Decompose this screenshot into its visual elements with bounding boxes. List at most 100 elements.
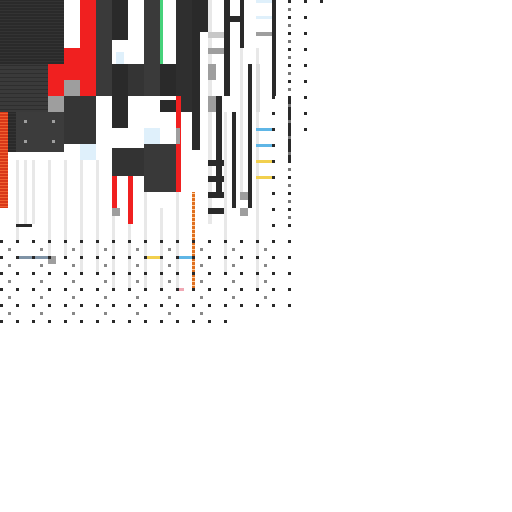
- orange-strip-line: [192, 233, 195, 234]
- grid-dot: [176, 272, 179, 275]
- grid-dot: [192, 304, 195, 307]
- grid-dot: [112, 288, 115, 291]
- dark-panel-line: [0, 49, 64, 50]
- accent-line: [256, 176, 272, 179]
- grid-dot: [272, 176, 275, 179]
- orange-strip-line: [192, 249, 195, 250]
- grid-dot: [48, 272, 51, 275]
- grid-dot: [288, 104, 291, 107]
- grid-dot: [72, 264, 75, 267]
- grid-dot: [304, 112, 307, 115]
- red-hatch-line: [0, 164, 8, 165]
- dark-panel-line: [0, 7, 64, 8]
- grid-dot: [80, 240, 83, 243]
- grid-dot: [72, 296, 75, 299]
- dark-panel-line: [0, 10, 64, 11]
- dark-panel-line: [0, 40, 64, 41]
- dark-panel: [160, 64, 176, 112]
- grid-dot: [80, 320, 83, 323]
- red-hatch-line: [0, 200, 8, 201]
- red-panel: [48, 64, 64, 96]
- grid-dot: [272, 80, 275, 83]
- grid-dot: [8, 264, 11, 267]
- orange-strip-line: [192, 229, 195, 230]
- red-hatch-line: [0, 194, 8, 195]
- dark-panel-line: [0, 55, 64, 56]
- grid-dot: [232, 248, 235, 251]
- dark-column: [224, 0, 230, 96]
- red-hatch-line: [0, 167, 8, 168]
- orange-strip-line: [192, 269, 195, 270]
- dark-panel-line: [0, 109, 48, 110]
- grid-dot: [40, 312, 43, 315]
- dark-panel: [176, 0, 192, 112]
- grid-dot: [128, 272, 131, 275]
- grid-dot: [256, 256, 259, 259]
- grid-dot: [32, 272, 35, 275]
- grid-dot: [0, 256, 3, 259]
- grid-dot: [288, 224, 291, 227]
- grid-dot: [272, 48, 275, 51]
- grid-dot: [264, 248, 267, 251]
- dark-panel: [48, 112, 64, 152]
- grid-dot: [272, 288, 275, 291]
- accent-line: [256, 144, 272, 147]
- dark-panel-line: [0, 37, 64, 38]
- red-hatch-line: [0, 188, 8, 189]
- red-hatch-line: [0, 131, 8, 132]
- gray-tile: [64, 80, 80, 96]
- grid-dot: [200, 312, 203, 315]
- grid-dot: [48, 320, 51, 323]
- dark-panel-line: [0, 16, 64, 17]
- grid-dot: [272, 96, 275, 99]
- grid-dot: [8, 296, 11, 299]
- bar-segment: [16, 224, 32, 227]
- red-hatch-line: [0, 161, 8, 162]
- dark-panel-line: [0, 52, 64, 53]
- dark-panel-line: [0, 31, 64, 32]
- grid-dot: [192, 240, 195, 243]
- red-hatch-line: [0, 149, 8, 150]
- grid-dot: [168, 296, 171, 299]
- grid-dot: [0, 272, 3, 275]
- grid-dot: [40, 296, 43, 299]
- grid-dot: [224, 320, 227, 323]
- grid-dot: [160, 320, 163, 323]
- orange-strip-line: [192, 205, 195, 206]
- orange-strip-line: [192, 281, 195, 282]
- grid-dot: [288, 88, 291, 91]
- grid-dot: [256, 304, 259, 307]
- grid-dot: [104, 248, 107, 251]
- column-stripe: [64, 160, 67, 256]
- orange-strip-line: [192, 253, 195, 254]
- column-stripe: [96, 160, 99, 272]
- bar-segment: [128, 24, 144, 30]
- grid-dot: [208, 240, 211, 243]
- grid-dot: [136, 264, 139, 267]
- bar-segment: [240, 208, 248, 216]
- grid-dot: [288, 288, 291, 291]
- dark-panel-line: [0, 89, 48, 90]
- grid-dot: [128, 320, 131, 323]
- orange-strip-line: [192, 237, 195, 238]
- bar-segment: [208, 64, 216, 80]
- grid-dot: [168, 280, 171, 283]
- grid-dot: [0, 304, 3, 307]
- grid-dot: [304, 32, 307, 35]
- grid-dot: [272, 240, 275, 243]
- grid-dot: [96, 240, 99, 243]
- grid-dot: [240, 240, 243, 243]
- grid-dot: [240, 256, 243, 259]
- bar-segment: [128, 48, 144, 52]
- column-stripe: [32, 160, 35, 224]
- grid-dot: [72, 248, 75, 251]
- grid-dot: [264, 296, 267, 299]
- bar-segment: [208, 176, 224, 182]
- grid-dot: [136, 296, 139, 299]
- grid-dot: [240, 272, 243, 275]
- grid-dot: [160, 304, 163, 307]
- red-hatch-line: [0, 137, 8, 138]
- grid-dot: [264, 280, 267, 283]
- grid-dot: [304, 128, 307, 131]
- grid-dot: [128, 288, 131, 291]
